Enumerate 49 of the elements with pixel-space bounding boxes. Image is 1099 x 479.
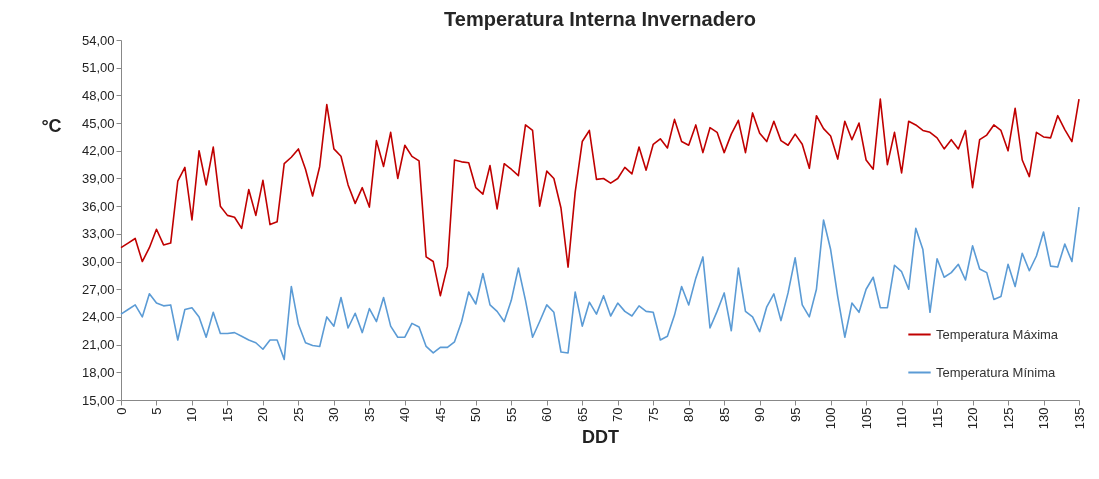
x-tick-label: 130 xyxy=(1036,407,1052,430)
y-tick-label: 45,00 xyxy=(81,115,115,131)
x-tick-label: 125 xyxy=(1000,407,1016,430)
x-axis-title: DDT xyxy=(582,427,619,448)
x-tick-label: 135 xyxy=(1071,407,1087,430)
x-tick-label: 120 xyxy=(965,407,981,430)
y-tick-label: 18,00 xyxy=(81,364,115,380)
x-tick-label: 50 xyxy=(468,407,484,422)
y-tick-label: 39,00 xyxy=(81,170,115,186)
line-series xyxy=(120,98,1080,297)
y-tick-label: 30,00 xyxy=(81,254,115,270)
chart-title: Temperatura Interna Invernadero xyxy=(444,8,756,30)
x-tick-label: 110 xyxy=(894,407,910,429)
x-tick-label: 75 xyxy=(645,407,661,422)
legend-label: Temperatura Mínima xyxy=(936,364,1056,380)
x-tick-label: 55 xyxy=(503,407,519,422)
x-tick-label: 15 xyxy=(219,407,235,422)
line-series xyxy=(120,206,1080,361)
x-tick-label: 45 xyxy=(432,407,448,422)
x-tick-label: 105 xyxy=(858,407,874,430)
x-tick-label: 10 xyxy=(184,407,200,422)
x-tick-label: 90 xyxy=(752,407,768,422)
x-tick-label: 85 xyxy=(716,407,732,422)
y-tick-label: 48,00 xyxy=(81,87,115,103)
y-tick-label: 51,00 xyxy=(81,60,115,76)
x-tick-label: 115 xyxy=(929,407,945,429)
x-tick-label: 25 xyxy=(290,407,306,422)
x-tick-label: 70 xyxy=(610,407,626,422)
y-tick-label: 15,00 xyxy=(81,392,115,408)
x-tick-label: 60 xyxy=(539,407,555,422)
y-tick-label: 21,00 xyxy=(81,337,115,353)
x-tick-label: 30 xyxy=(326,407,342,422)
x-tick-label: 80 xyxy=(681,407,697,422)
y-axis-title: °C xyxy=(41,115,62,136)
y-tick-label: 24,00 xyxy=(81,309,115,325)
y-tick-label: 36,00 xyxy=(81,198,115,214)
y-tick-label: 42,00 xyxy=(81,143,115,159)
x-tick-label: 95 xyxy=(787,407,803,422)
legend-label: Temperatura Máxima xyxy=(936,326,1059,342)
y-tick-label: 27,00 xyxy=(81,281,115,297)
x-tick-label: 35 xyxy=(361,407,377,422)
y-tick-label: 54,00 xyxy=(81,32,115,48)
x-tick-label: 40 xyxy=(397,407,413,422)
x-tick-label: 20 xyxy=(255,407,271,422)
y-tick-label: 33,00 xyxy=(81,226,115,242)
x-tick-label: 5 xyxy=(148,407,164,415)
x-tick-label: 100 xyxy=(823,407,839,430)
x-tick-label: 65 xyxy=(574,407,590,422)
x-tick-label: 0 xyxy=(113,407,129,415)
